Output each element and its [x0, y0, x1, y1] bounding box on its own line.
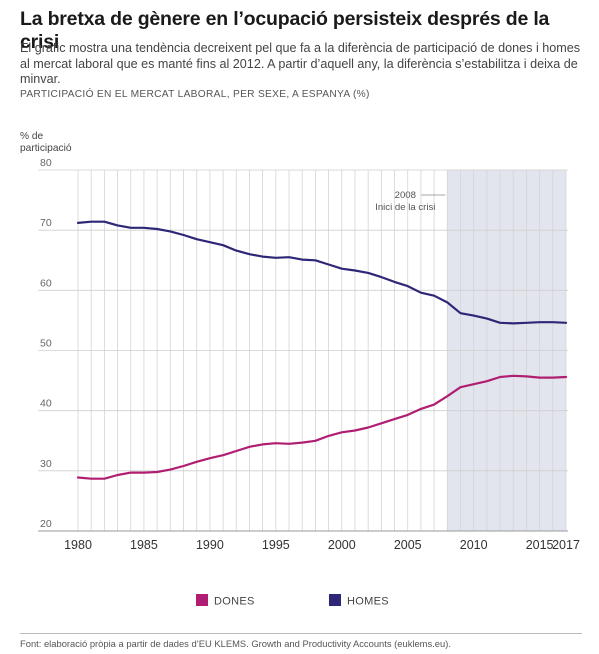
y-axis-label: participació [20, 143, 72, 154]
legend-swatch-dones [196, 594, 208, 606]
annotation-label: Inici de la crisi [375, 202, 435, 213]
y-tick-label: 20 [40, 518, 52, 530]
x-tick-label: 1980 [64, 538, 92, 552]
series-line-dones [76, 374, 568, 480]
y-tick-label: 60 [40, 277, 52, 289]
annotation-year-label: 2008 [395, 190, 416, 201]
legend-swatch-homes [329, 594, 341, 606]
x-tick-label: 2017 [552, 538, 580, 552]
chart-title: La bretxa de gènere en l’ocupació persis… [20, 8, 550, 53]
y-axis-label: % de [20, 131, 44, 142]
series-line-homes [76, 220, 568, 325]
y-tick-label: 40 [40, 398, 52, 410]
x-tick-label: 2015 [526, 538, 554, 552]
x-tick-label: 2000 [328, 538, 356, 552]
x-tick-label: 1985 [130, 538, 158, 552]
y-tick-label: 70 [40, 217, 52, 229]
x-tick-label: 2010 [460, 538, 488, 552]
x-tick-label: 1990 [196, 538, 224, 552]
y-tick-label: 50 [40, 338, 52, 350]
chart-kicker: PARTICIPACIÓ EN EL MERCAT LABORAL, PER S… [20, 89, 370, 100]
source-note: Font: elaboració pròpia a partir de dade… [20, 638, 451, 649]
footer-rule [20, 633, 582, 634]
chart-subtitle: El gràfic mostra una tendència decreixen… [20, 41, 581, 86]
x-tick-label: 1995 [262, 538, 290, 552]
y-tick-label: 80 [40, 157, 52, 169]
x-tick-label: 2005 [394, 538, 422, 552]
legend-label-dones: DONES [214, 596, 255, 608]
y-tick-label: 30 [40, 458, 52, 470]
legend-label-homes: HOMES [347, 596, 389, 608]
